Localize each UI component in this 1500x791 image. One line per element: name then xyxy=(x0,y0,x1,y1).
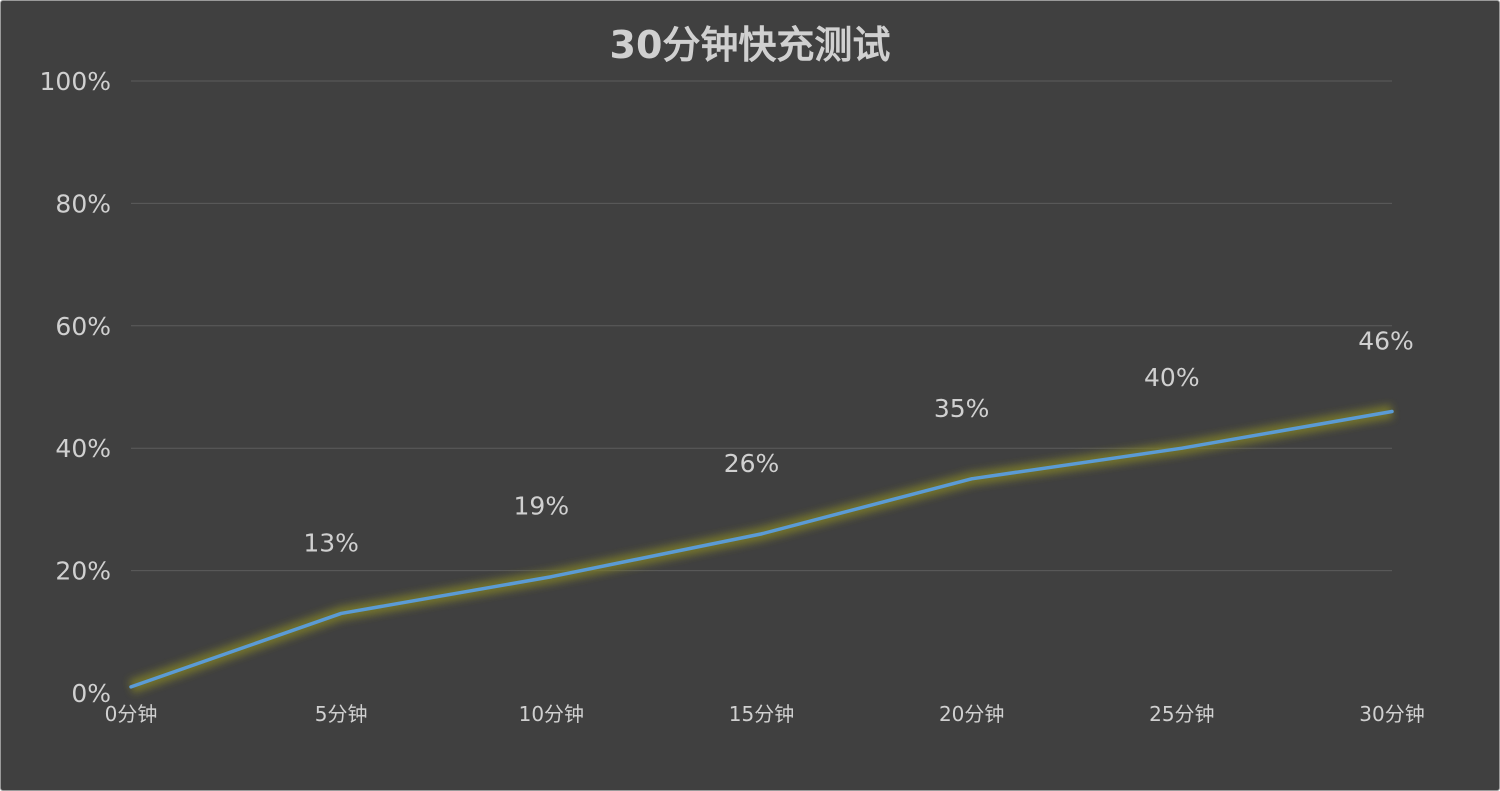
data-label: 26% xyxy=(724,449,780,478)
gridlines xyxy=(131,80,1392,572)
x-tick-label: 5分钟 xyxy=(315,702,368,726)
x-axis-ticks: 0分钟 5分钟 10分钟 15分钟 20分钟 25分钟 30分钟 xyxy=(105,702,1425,726)
data-label: 19% xyxy=(514,492,570,521)
data-point xyxy=(1390,409,1394,413)
data-label: 46% xyxy=(1358,326,1414,355)
y-tick-label: 20% xyxy=(55,557,111,586)
y-tick-label: 60% xyxy=(55,312,111,341)
x-tick-label: 25分钟 xyxy=(1149,702,1214,726)
y-tick-label: 40% xyxy=(55,434,111,463)
data-point xyxy=(760,532,763,536)
data-labels: 13% 19% 26% 35% 40% 46% xyxy=(303,326,1413,557)
data-label: 13% xyxy=(303,528,359,557)
y-axis-ticks: 0% 20% 40% 60% 80% 100% xyxy=(40,67,111,708)
x-tick-label: 0分钟 xyxy=(105,702,158,726)
y-tick-label: 80% xyxy=(55,189,111,218)
series-layer xyxy=(128,404,1394,694)
x-tick-label: 20分钟 xyxy=(939,702,1004,726)
data-point xyxy=(549,575,553,579)
data-point xyxy=(339,611,343,615)
data-point xyxy=(1180,446,1184,450)
data-label: 35% xyxy=(934,394,990,423)
x-tick-label: 10分钟 xyxy=(519,702,584,726)
data-point xyxy=(970,477,974,481)
y-tick-label: 100% xyxy=(40,67,111,96)
x-tick-label: 30分钟 xyxy=(1359,702,1424,726)
chart-title: 30分钟快充测试 xyxy=(610,23,891,67)
data-point xyxy=(129,685,133,689)
y-tick-label: 0% xyxy=(71,679,111,708)
data-label: 40% xyxy=(1144,363,1200,392)
x-tick-label: 15分钟 xyxy=(729,702,794,726)
